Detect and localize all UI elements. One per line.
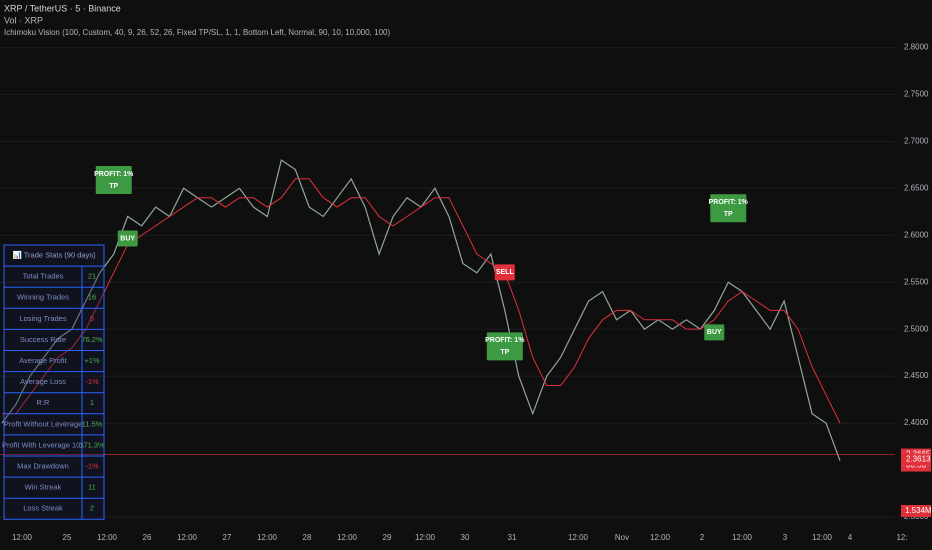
table-label: Success Rate bbox=[20, 335, 66, 344]
y-tick-label: 2.7000 bbox=[904, 136, 929, 145]
x-tick-label: 31 bbox=[508, 533, 517, 542]
table-value: 21 bbox=[88, 272, 96, 281]
table-value: 11 bbox=[88, 483, 96, 492]
x-tick-label: 12:00 bbox=[415, 533, 436, 542]
signal-text: PROFIT: 1% bbox=[94, 171, 134, 178]
x-tick-label: 25 bbox=[63, 533, 72, 542]
y-tick-label: 2.5500 bbox=[904, 277, 929, 286]
x-tick-label: Nov bbox=[615, 533, 629, 542]
x-tick-label: 12:00 bbox=[568, 533, 589, 542]
signal-text: BUY bbox=[707, 329, 722, 336]
x-tick-label: 12:00 bbox=[650, 533, 671, 542]
signal-text: PROFIT: 1% bbox=[709, 199, 749, 206]
table-label: R:R bbox=[37, 398, 51, 407]
signal-text: SELL bbox=[496, 269, 515, 276]
x-tick-label: 12:00 bbox=[12, 533, 33, 542]
y-tick-label: 2.7500 bbox=[904, 89, 929, 98]
table-value: 11.5% bbox=[82, 419, 103, 428]
signal-box bbox=[704, 324, 725, 341]
table-value: 76.2% bbox=[81, 335, 103, 344]
x-tick-label: 12:00 bbox=[732, 533, 753, 542]
volume-label: 1.534M bbox=[905, 506, 932, 515]
x-tick-label: 12: bbox=[896, 533, 907, 542]
x-tick-label: 30 bbox=[461, 533, 470, 542]
other-price-label: 2.3613 bbox=[906, 455, 931, 464]
signal-text: BUY bbox=[120, 235, 135, 242]
signal-box bbox=[486, 332, 523, 361]
subtitle: Vol · XRP bbox=[4, 15, 43, 25]
x-tick-label: 12:00 bbox=[337, 533, 358, 542]
table-label: Losing Trades bbox=[19, 314, 66, 323]
signal-text: TP bbox=[109, 183, 118, 190]
signal-box bbox=[494, 264, 515, 281]
table-label: Average Profit bbox=[19, 356, 67, 365]
table-label: Win Streak bbox=[25, 483, 62, 492]
volume-box bbox=[901, 505, 931, 517]
table-value: -1% bbox=[85, 377, 99, 386]
table-label: Total Trades bbox=[23, 272, 64, 281]
x-tick-label: 12:00 bbox=[812, 533, 833, 542]
table-value: -1% bbox=[85, 462, 99, 471]
x-tick-label: 12:00 bbox=[257, 533, 278, 542]
x-tick-label: 12:00 bbox=[97, 533, 118, 542]
table-value: 171.3% bbox=[79, 440, 105, 449]
chart-title: XRP / TetherUS · 5 · Binance bbox=[4, 3, 121, 13]
table-label: Loss Streak bbox=[23, 504, 63, 513]
x-tick-label: 29 bbox=[383, 533, 392, 542]
x-tick-label: 4 bbox=[848, 533, 853, 542]
signal-text: TP bbox=[724, 211, 733, 218]
table-label: Winning Trades bbox=[17, 293, 69, 302]
signal-box bbox=[117, 230, 138, 247]
x-tick-label: 26 bbox=[143, 533, 152, 542]
signal-box bbox=[710, 194, 747, 223]
y-tick-label: 2.5000 bbox=[904, 324, 929, 333]
y-tick-label: 2.4500 bbox=[904, 371, 929, 380]
y-tick-label: 2.6000 bbox=[904, 230, 929, 239]
x-tick-label: 12:00 bbox=[177, 533, 198, 542]
table-value: 2 bbox=[90, 504, 94, 513]
x-tick-label: 3 bbox=[783, 533, 788, 542]
table-label: Profit Without Leverage bbox=[4, 419, 82, 428]
indicator-label: Ichimoku Vision (100, Custom, 40, 9, 26,… bbox=[4, 28, 390, 37]
signal-box bbox=[95, 166, 132, 195]
other-price-box bbox=[901, 453, 931, 466]
table-frame bbox=[3, 244, 105, 520]
table-label: Profit With Leverage 10x bbox=[2, 440, 84, 449]
table-value: 5 bbox=[90, 314, 94, 323]
table-label: Average Loss bbox=[20, 377, 66, 386]
x-tick-label: 27 bbox=[223, 533, 232, 542]
table-value: +1% bbox=[84, 356, 100, 365]
table-label: Max Drawdown bbox=[17, 462, 69, 471]
table-value: 16 bbox=[88, 293, 96, 302]
x-tick-label: 2 bbox=[700, 533, 705, 542]
table-header: 📊 Trade Stats (90 days) bbox=[12, 251, 96, 260]
signal-text: PROFIT: 1% bbox=[485, 337, 525, 344]
table-value: 1 bbox=[90, 398, 94, 407]
x-tick-label: 28 bbox=[303, 533, 312, 542]
signal-text: TP bbox=[500, 349, 509, 356]
y-tick-label: 2.8000 bbox=[904, 43, 929, 52]
y-tick-label: 2.4000 bbox=[904, 418, 929, 427]
price-line bbox=[2, 178, 841, 424]
y-tick-label: 2.6500 bbox=[904, 183, 929, 192]
